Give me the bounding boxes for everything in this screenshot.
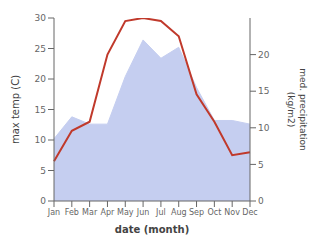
svg-text:Nov: Nov: [224, 208, 240, 217]
svg-text:Jun: Jun: [136, 208, 150, 217]
svg-text:Jul: Jul: [155, 208, 166, 217]
svg-text:May: May: [117, 208, 134, 217]
svg-text:Dec: Dec: [242, 208, 257, 217]
svg-text:0: 0: [258, 196, 264, 206]
svg-text:10: 10: [35, 135, 47, 145]
svg-text:5: 5: [40, 166, 46, 176]
svg-text:med. precipitation: med. precipitation: [298, 68, 308, 150]
svg-text:Sep: Sep: [189, 208, 204, 217]
svg-text:0: 0: [40, 196, 46, 206]
svg-text:20: 20: [35, 74, 47, 84]
svg-text:Oct: Oct: [207, 208, 221, 217]
svg-text:max temp (C): max temp (C): [10, 75, 21, 144]
svg-text:30: 30: [35, 13, 47, 23]
svg-text:Feb: Feb: [65, 208, 79, 217]
svg-text:date (month): date (month): [115, 224, 189, 235]
svg-text:5: 5: [258, 160, 264, 170]
svg-text:25: 25: [35, 44, 46, 54]
svg-text:Jan: Jan: [47, 208, 60, 217]
svg-text:Apr: Apr: [101, 208, 116, 217]
svg-text:10: 10: [258, 123, 270, 133]
svg-text:Mar: Mar: [82, 208, 98, 217]
svg-text:20: 20: [258, 50, 270, 60]
svg-text:(kg/m2): (kg/m2): [286, 92, 296, 127]
svg-text:15: 15: [35, 105, 46, 115]
svg-text:Aug: Aug: [171, 208, 187, 217]
svg-text:15: 15: [258, 86, 269, 96]
